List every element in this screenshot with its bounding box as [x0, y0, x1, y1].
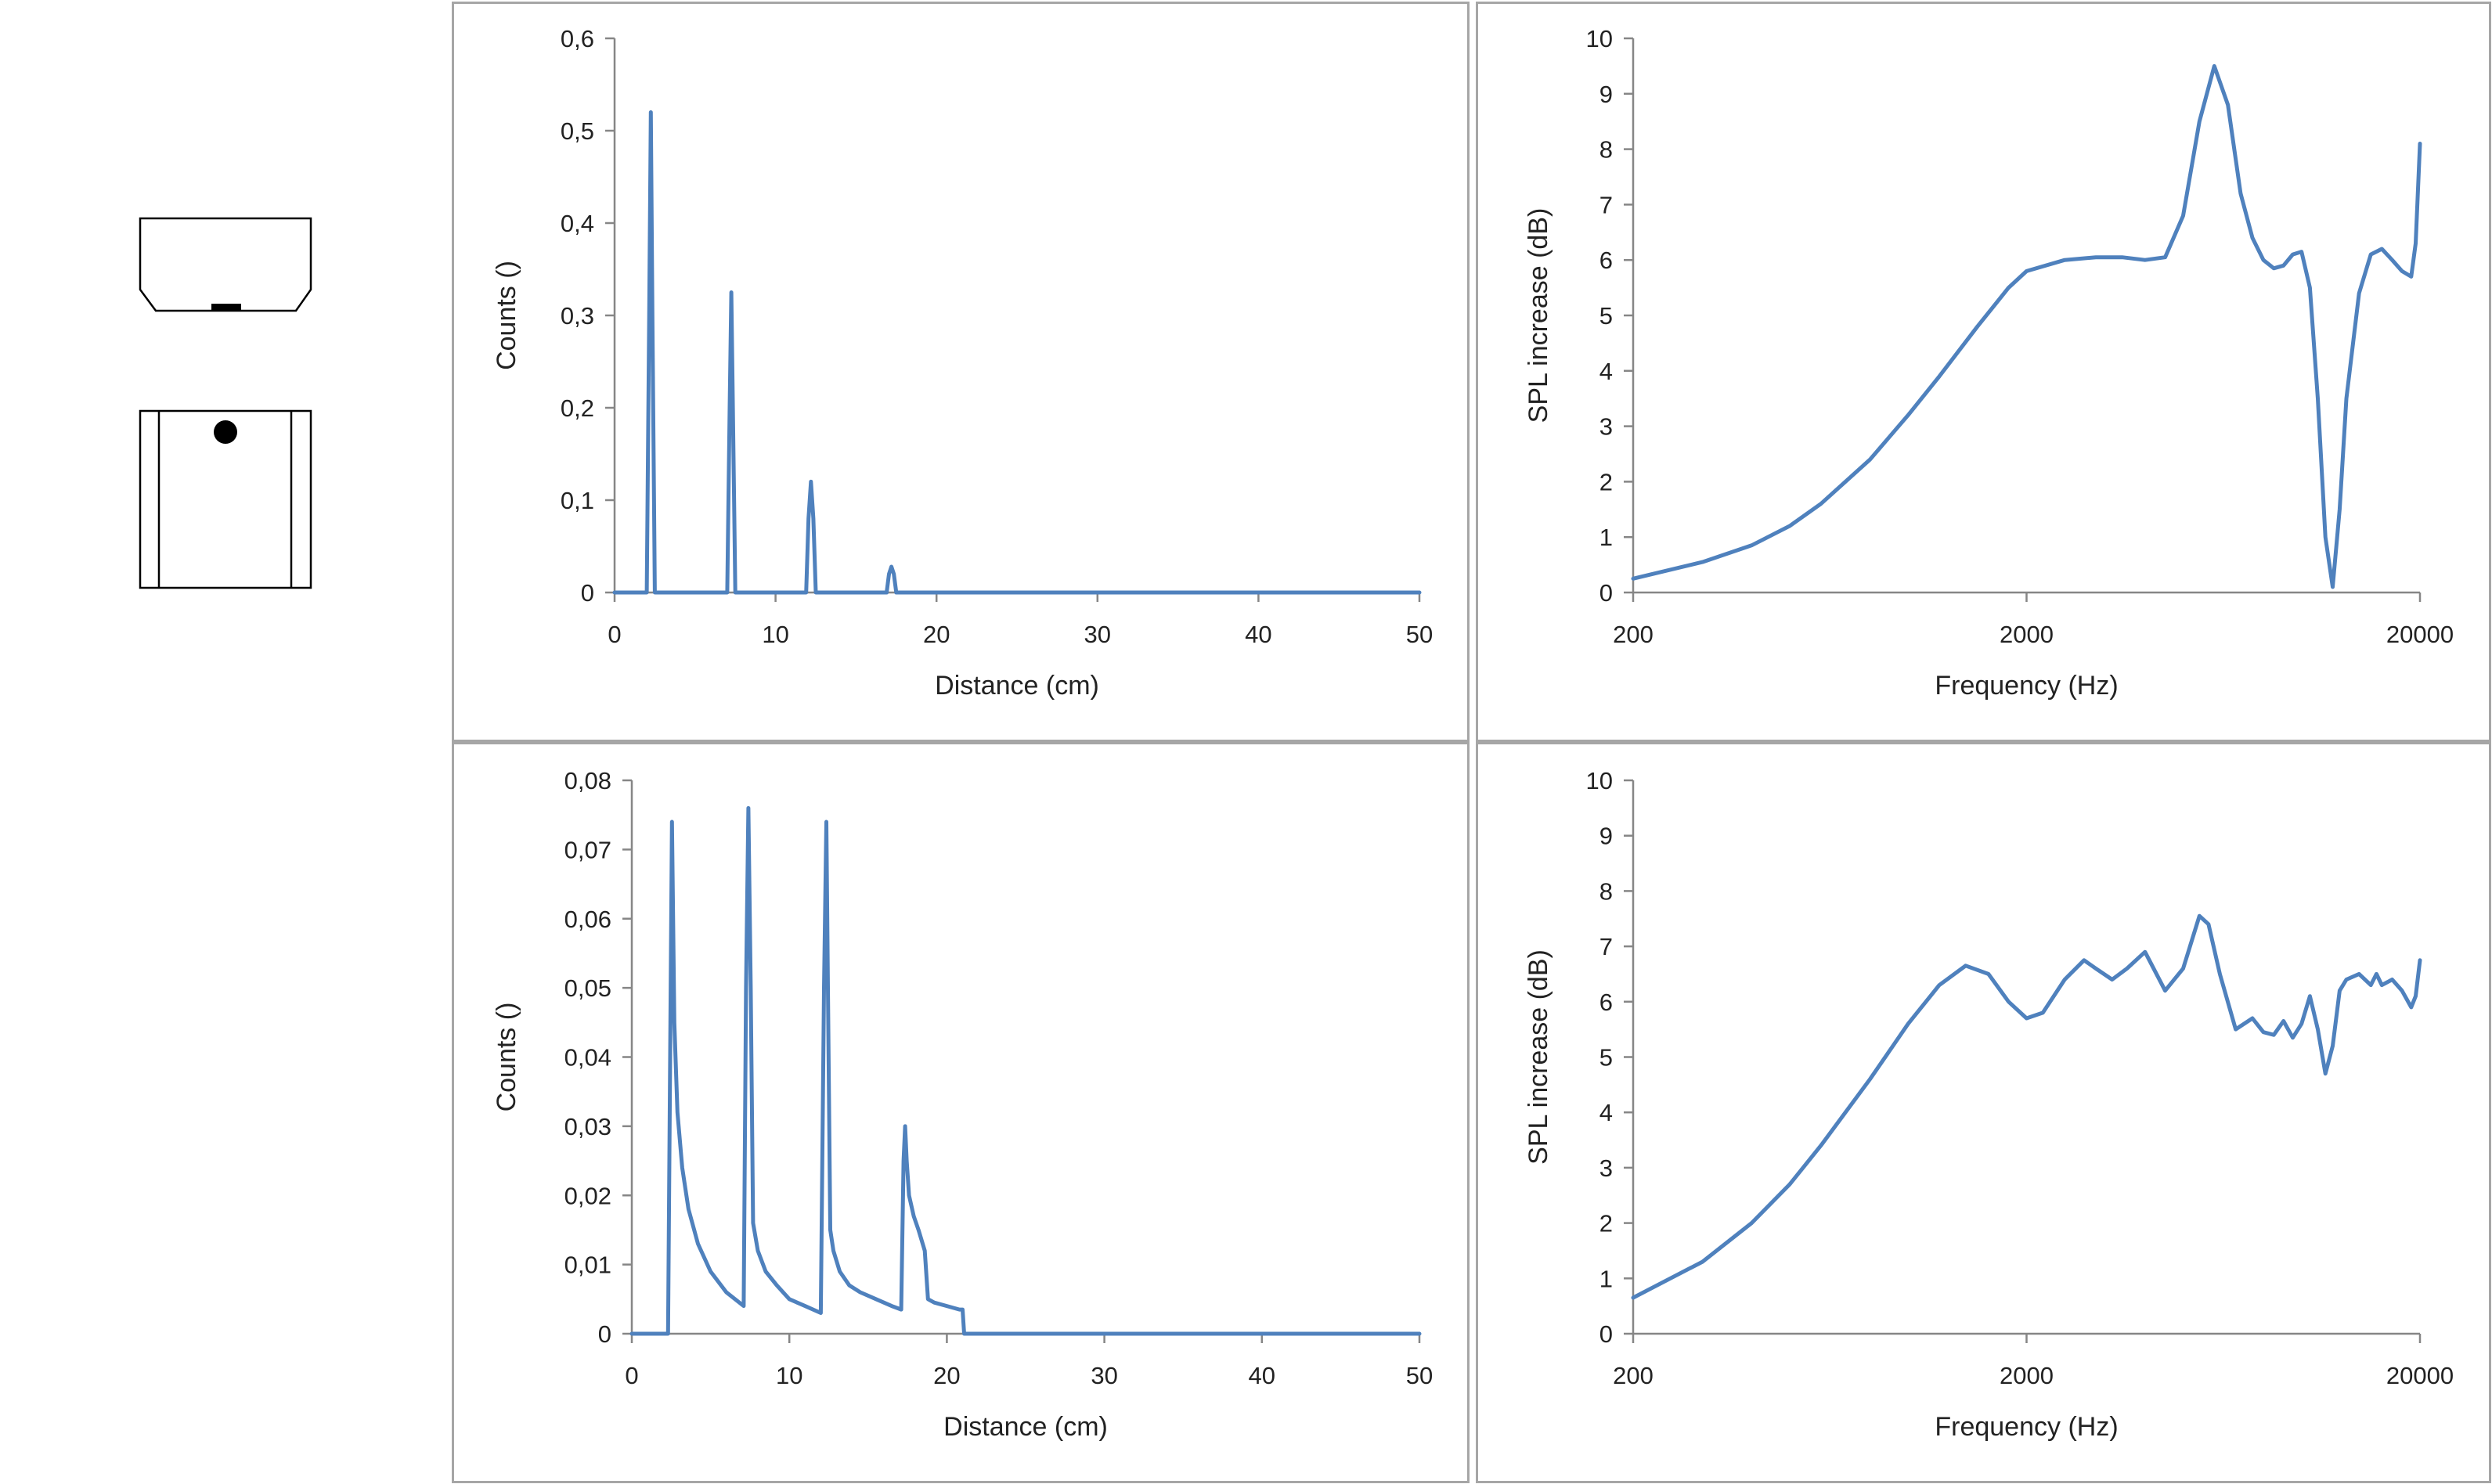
y-tick-label: 5	[1599, 1044, 1613, 1072]
y-tick-label: 0,07	[564, 836, 611, 863]
y-tick-label: 0,2	[561, 394, 594, 422]
chart-panel-bottom-right: 0 1 2 3 4 5 6 7 8 9 10 200 2000 20000 Frequency (Hz) SP…	[1476, 742, 2491, 1483]
x-tick-label: 200	[1613, 621, 1654, 648]
x-axis-title: Distance (cm)	[935, 671, 1099, 701]
x-tick-label: 30	[1084, 621, 1111, 648]
series-line-0	[1631, 63, 2422, 589]
y-tick-label: 9	[1599, 823, 1613, 850]
y-tick-label: 0,02	[564, 1182, 611, 1209]
chart-panel-top-left: 0 0,1 0,2 0,3 0,4 0,5 0,6 0 10 20 30 40 50 Distance (…	[452, 2, 1470, 742]
series-line-0	[629, 805, 1422, 1336]
y-tick-label: 6	[1599, 989, 1613, 1016]
y-tick-label: 4	[1599, 358, 1613, 385]
y-tick-label: 0	[581, 579, 594, 607]
x-tick-label: 20000	[2386, 1362, 2454, 1389]
chart-panel-bottom-left: 0 0,01 0,02 0,03 0,04 0,05 0,06 0,07 0,08 0 10 20 30…	[452, 742, 1470, 1483]
y-tick-label: 0,4	[561, 210, 594, 237]
x-tick-label: 200	[1613, 1362, 1654, 1389]
y-tick-label: 8	[1599, 136, 1613, 164]
y-tick-label: 0,04	[564, 1044, 611, 1072]
y-tick-label: 3	[1599, 1154, 1613, 1182]
series-line-0	[612, 110, 1422, 595]
x-tick-label: 40	[1249, 1362, 1275, 1389]
x-tick-label: 50	[1406, 1362, 1433, 1389]
y-tick-label: 0,6	[561, 25, 594, 52]
y-tick-label: 0,08	[564, 767, 611, 794]
driver-marker	[211, 304, 241, 310]
y-tick-label: 0	[1599, 579, 1613, 607]
x-tick-label: 2000	[2000, 1362, 2054, 1389]
enclosure-schematic	[139, 217, 312, 589]
x-tick-label: 0	[625, 1362, 638, 1389]
spl-frequency-chart-top: 0 1 2 3 4 5 6 7 8 9 10 200 2000 20000 Frequency (Hz) SP…	[1524, 25, 2454, 701]
y-tick-label: 3	[1599, 413, 1613, 441]
x-axis-title: Distance (cm)	[943, 1412, 1108, 1442]
y-tick-label: 2	[1599, 1210, 1613, 1237]
microphone-dot	[214, 420, 237, 444]
y-tick-label: 0	[598, 1320, 611, 1348]
y-tick-label: 0,06	[564, 906, 611, 933]
x-tick-label: 20	[923, 621, 950, 648]
x-axis-title: Frequency (Hz)	[1935, 1412, 2118, 1442]
x-tick-label: 10	[762, 621, 788, 648]
x-tick-label: 20000	[2386, 621, 2454, 648]
x-tick-label: 2000	[2000, 621, 2054, 648]
y-tick-label: 5	[1599, 302, 1613, 330]
series-line-0	[1631, 913, 2422, 1300]
spl-frequency-chart-bottom: 0 1 2 3 4 5 6 7 8 9 10 200 2000 20000 Frequency (Hz) SP…	[1524, 767, 2454, 1442]
y-tick-label: 10	[1586, 767, 1613, 794]
y-tick-label: 1	[1599, 1265, 1613, 1292]
enclosure-side-view	[139, 409, 312, 589]
y-tick-label: 0,05	[564, 974, 611, 1002]
y-tick-label: 7	[1599, 191, 1613, 218]
y-tick-label: 0	[1599, 1320, 1613, 1348]
y-tick-label: 0,01	[564, 1252, 611, 1279]
y-tick-label: 0,3	[561, 302, 594, 330]
chart-panel-top-right: 0 1 2 3 4 5 6 7 8 9 10 200 2000 20000 Frequency (Hz) SP…	[1476, 2, 2491, 742]
y-tick-label: 4	[1599, 1099, 1613, 1126]
y-tick-label: 0,5	[561, 117, 594, 145]
x-tick-label: 30	[1091, 1362, 1117, 1389]
impulse-distance-chart-top: 0 0,1 0,2 0,3 0,4 0,5 0,6 0 10 20 30 40 50 Distance (…	[492, 25, 1433, 701]
y-tick-label: 9	[1599, 81, 1613, 108]
y-tick-label: 8	[1599, 877, 1613, 905]
y-tick-label: 7	[1599, 933, 1613, 960]
impulse-distance-chart-bottom: 0 0,01 0,02 0,03 0,04 0,05 0,06 0,07 0,08 0 10 20 30…	[492, 767, 1433, 1442]
y-axis-title: Counts ()	[492, 261, 521, 370]
y-axis-title: SPL increase (dB)	[1524, 949, 1553, 1165]
y-axis-title: Counts ()	[492, 1003, 521, 1112]
y-tick-label: 0,03	[564, 1113, 611, 1140]
x-tick-label: 10	[776, 1362, 802, 1389]
y-tick-label: 10	[1586, 25, 1613, 52]
x-tick-label: 50	[1406, 621, 1433, 648]
y-tick-label: 6	[1599, 247, 1613, 274]
y-axis-title: SPL increase (dB)	[1524, 208, 1553, 423]
x-tick-label: 0	[608, 621, 621, 648]
y-tick-label: 2	[1599, 468, 1613, 495]
y-tick-label: 0,1	[561, 487, 594, 514]
x-tick-label: 40	[1245, 621, 1271, 648]
y-tick-label: 1	[1599, 524, 1613, 551]
x-axis-title: Frequency (Hz)	[1935, 671, 2118, 701]
x-tick-label: 20	[933, 1362, 960, 1389]
enclosure-top-view	[139, 217, 312, 312]
